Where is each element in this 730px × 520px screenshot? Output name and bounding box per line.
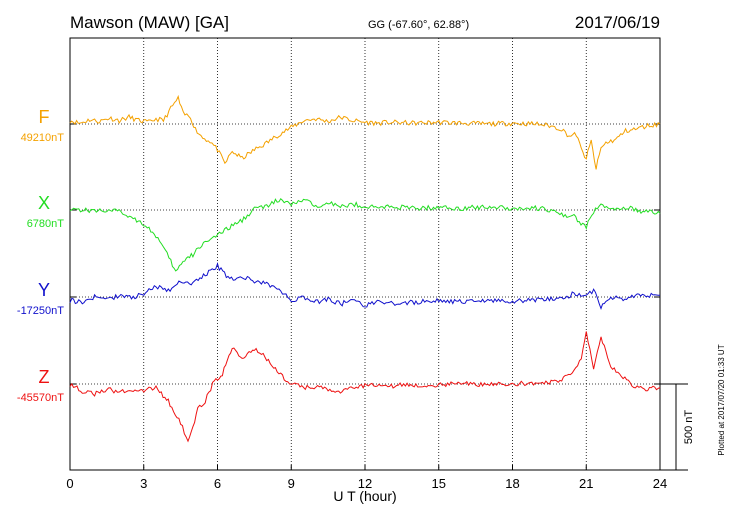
plotted-at-label: Plotted at 2017/07/20 01:33 UT [717, 344, 726, 455]
series-line-x [69, 198, 661, 272]
series-name-x: X [38, 193, 50, 213]
grid-lines [143, 38, 587, 470]
x-tick-label-12: 12 [358, 476, 372, 491]
x-tick-label-0: 0 [66, 476, 73, 491]
x-tick-label-9: 9 [288, 476, 295, 491]
series-labels: F 49210nT X 6780nT Y -17250nT Z -45570nT [17, 107, 64, 404]
x-axis-label: U T (hour) [333, 488, 396, 504]
x-axis-ticks: 0 3 6 9 12 15 18 21 24 [66, 465, 667, 491]
station-title: Mawson (MAW) [GA] [70, 13, 229, 32]
date-label: 2017/06/19 [575, 13, 660, 32]
x-tick-label-18: 18 [505, 476, 519, 491]
series-name-z: Z [39, 367, 50, 387]
x-tick-label-3: 3 [140, 476, 147, 491]
scale-bar-label: 500 nT [683, 410, 695, 445]
series-line-y [69, 262, 660, 310]
x-tick-label-24: 24 [653, 476, 667, 491]
x-tick-label-6: 6 [214, 476, 221, 491]
series-baseline-f: 49210nT [21, 132, 65, 144]
series-line-z [69, 331, 661, 443]
series-baseline-y: -17250nT [17, 305, 64, 317]
series-baseline-x: 6780nT [27, 218, 65, 230]
series-name-y: Y [38, 280, 50, 300]
x-tick-label-21: 21 [579, 476, 593, 491]
series-layer [69, 94, 661, 443]
series-name-f: F [39, 107, 50, 127]
series-line-f [69, 94, 661, 170]
series-baseline-z: -45570nT [17, 392, 64, 404]
coordinates-label: GG (-67.60°, 62.88°) [368, 19, 469, 31]
x-tick-label-15: 15 [432, 476, 446, 491]
scale-bar: 500 nT [660, 383, 695, 471]
